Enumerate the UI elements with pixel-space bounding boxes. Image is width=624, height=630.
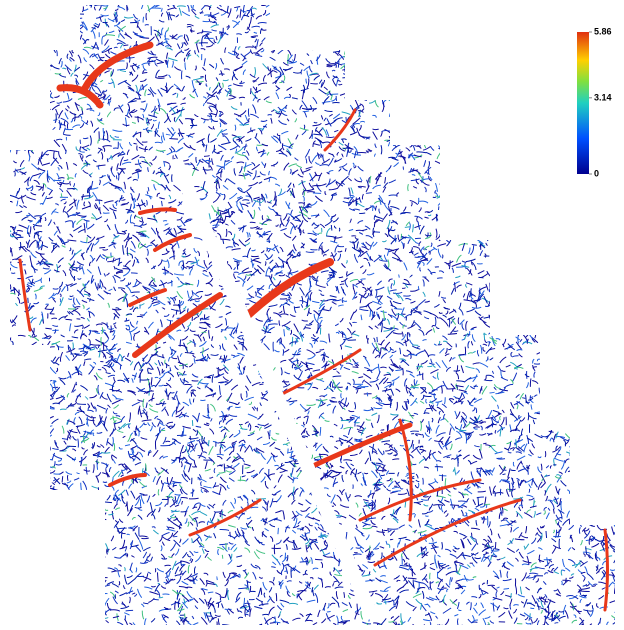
- colorbar-gradient: [577, 32, 589, 174]
- highlighted-vessels: [18, 41, 609, 612]
- colorbar: 0 3.14 5.86: [577, 26, 612, 178]
- colorbar-tick-label: 3.14: [594, 92, 612, 102]
- colorbar-tick-label: 0: [594, 168, 599, 178]
- colorbar-tick-label: 5.86: [594, 26, 612, 36]
- tissue-cut: [168, 158, 380, 620]
